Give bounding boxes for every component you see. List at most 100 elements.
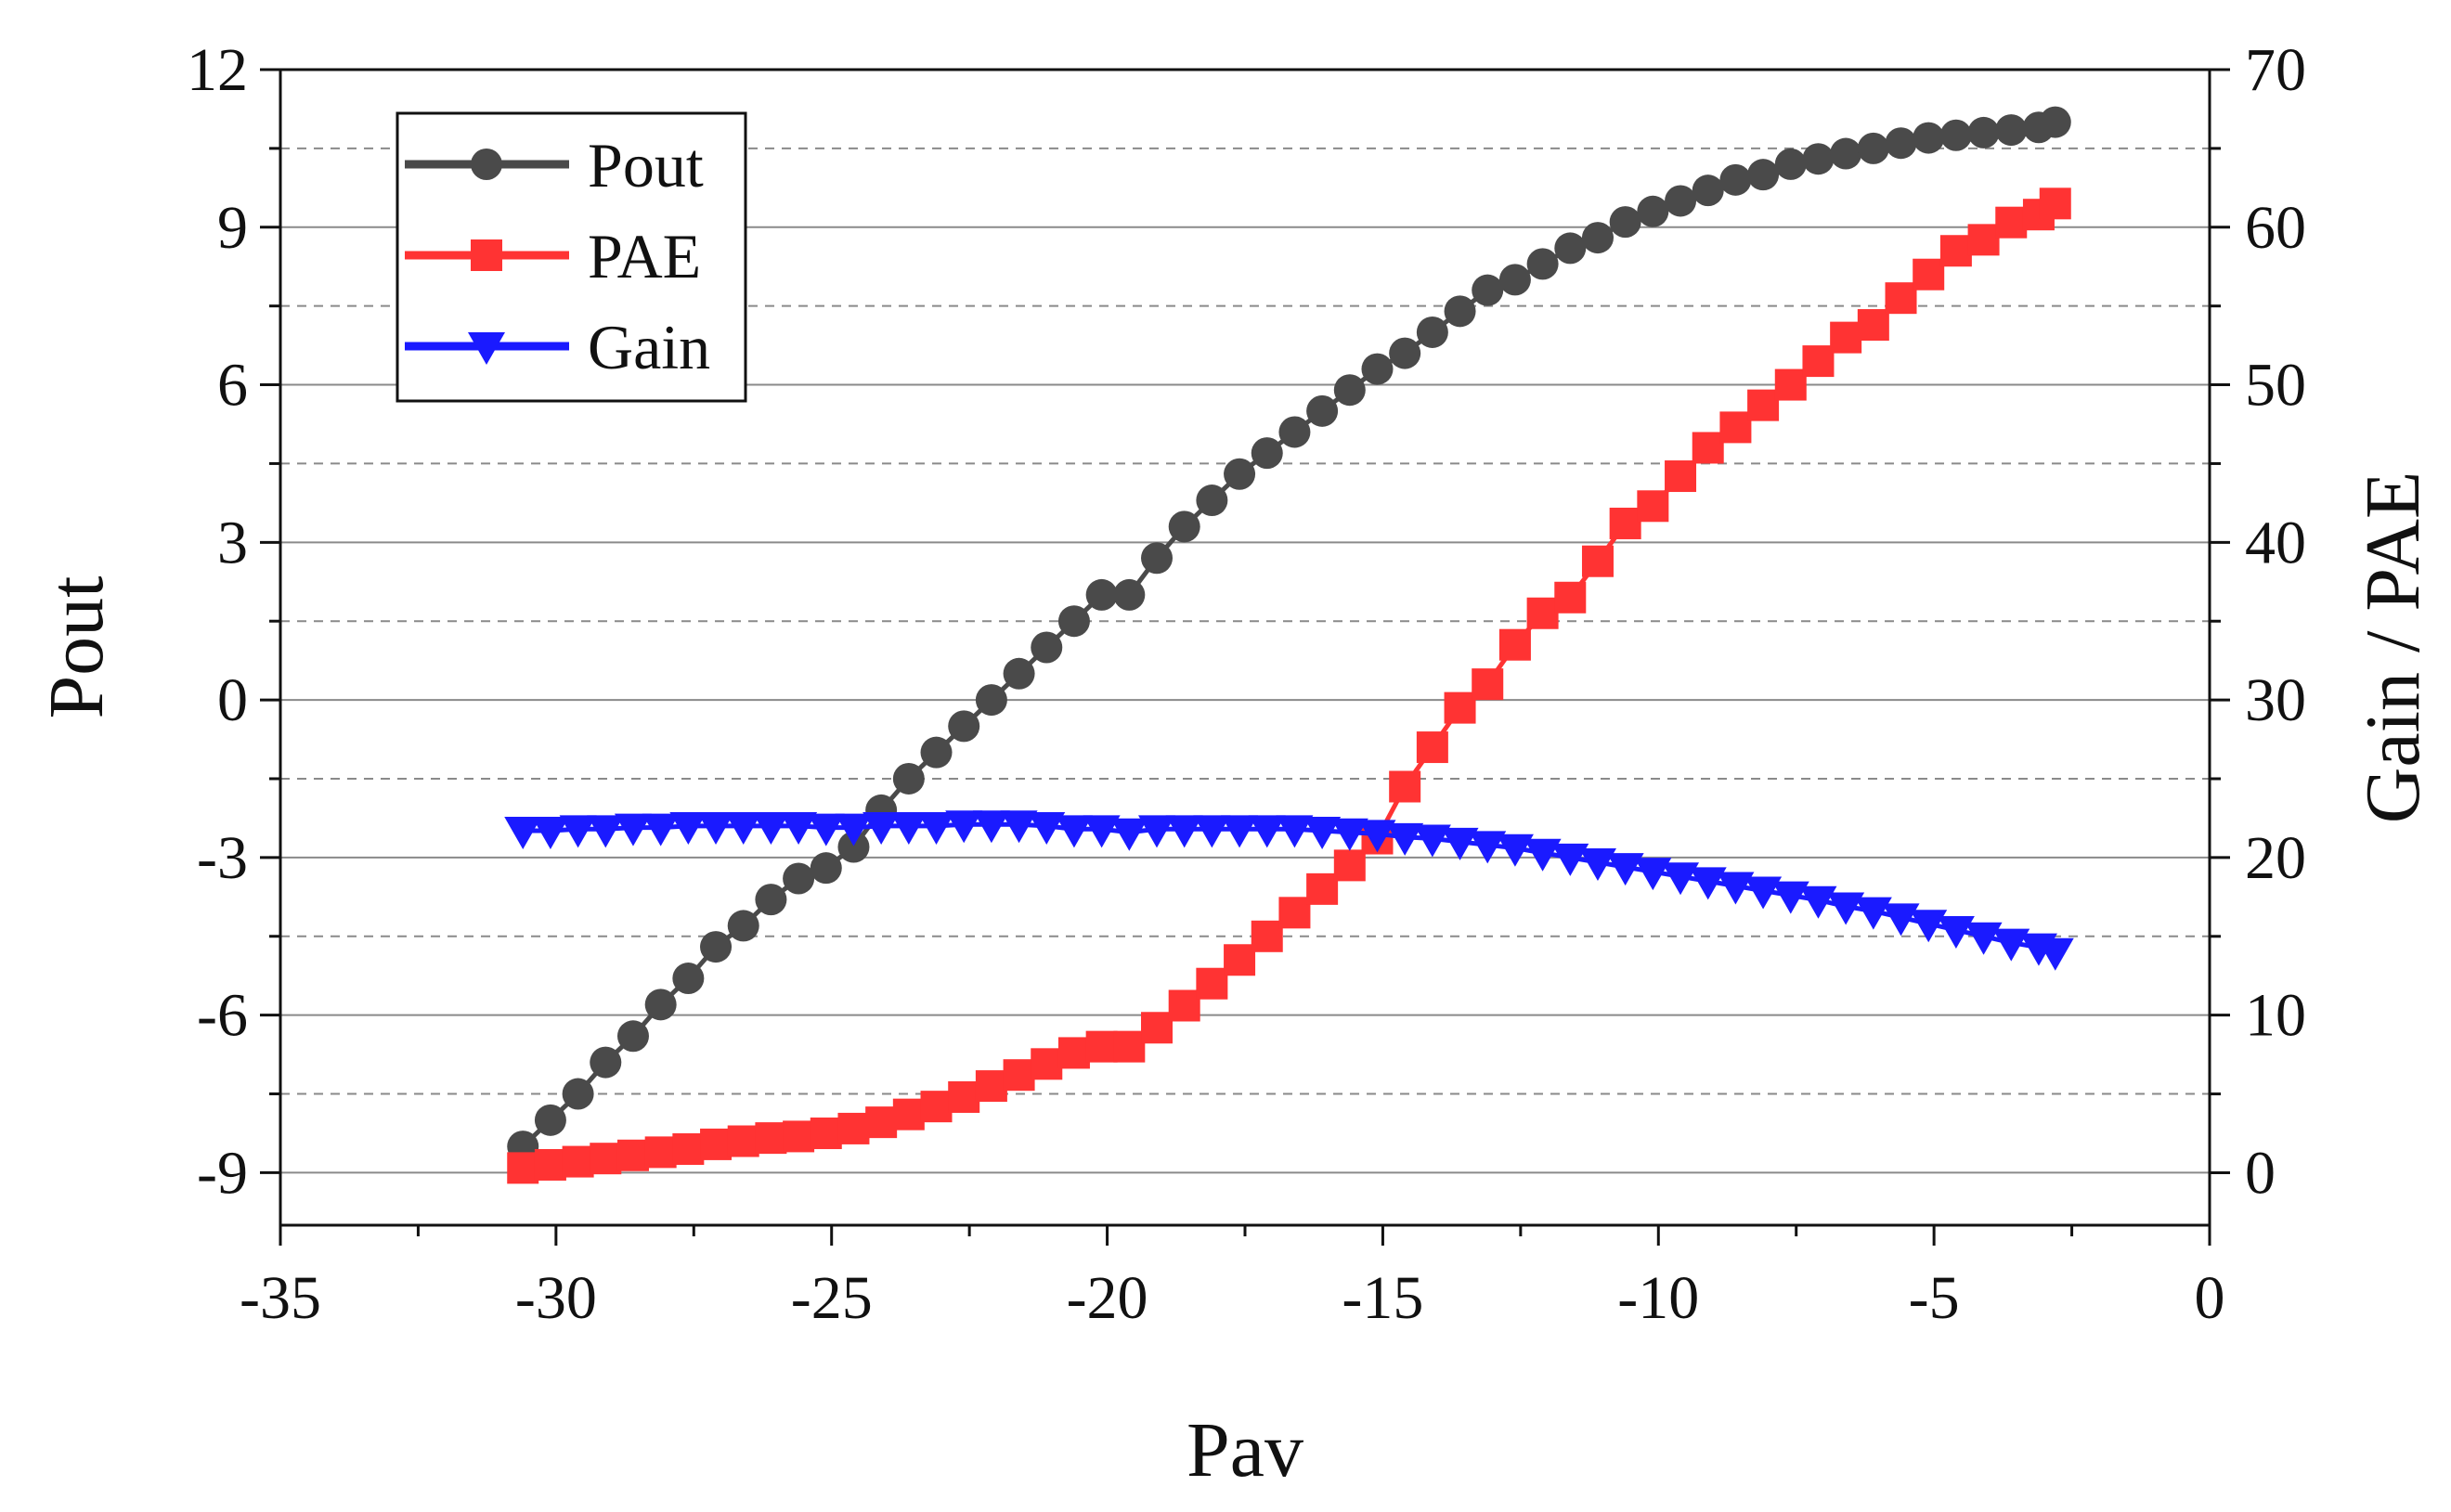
data-point-pae xyxy=(755,1122,787,1155)
data-point-pae xyxy=(534,1148,566,1181)
data-point-pout xyxy=(1913,122,1945,154)
series-layer xyxy=(504,106,2074,1184)
data-point-pae xyxy=(920,1091,953,1123)
data-point-pout xyxy=(616,1020,649,1053)
data-point-pae xyxy=(1526,597,1559,629)
data-point-pae xyxy=(810,1118,842,1150)
data-point-pae xyxy=(948,1080,980,1113)
data-point-gain xyxy=(669,811,707,845)
data-point-gain xyxy=(835,813,873,846)
x-tick-label: -20 xyxy=(1067,1264,1148,1332)
data-point-gain xyxy=(1717,872,1755,905)
legend-label-pout: Pout xyxy=(588,130,704,200)
data-point-gain xyxy=(1221,815,1259,848)
y-tick-label-left: 6 xyxy=(217,352,248,420)
data-point-pout xyxy=(1498,264,1531,296)
x-tick-label: 0 xyxy=(2195,1264,2225,1332)
legend-marker-gain xyxy=(468,332,505,365)
data-point-gain xyxy=(587,815,625,848)
x-tick-label: -35 xyxy=(240,1264,321,1332)
x-axis-title: Pav xyxy=(1187,1407,1303,1493)
data-point-pout xyxy=(700,931,733,963)
data-point-pout xyxy=(1665,185,1697,217)
data-point-pae xyxy=(616,1139,649,1171)
data-point-pout xyxy=(1333,374,1366,407)
legend: Pout PAE Gain xyxy=(396,111,747,403)
data-point-pout xyxy=(1003,657,1035,690)
data-point-gain xyxy=(1799,885,1837,919)
data-point-pae xyxy=(700,1128,733,1160)
data-point-pout xyxy=(1141,542,1174,575)
data-point-pae xyxy=(1389,770,1421,803)
axes-layer: -35 -30 -25 -20 -15 -10 -5 0-9-6-30369120102030… xyxy=(187,36,2306,1332)
y-tick-label-left: -6 xyxy=(197,982,248,1050)
data-point-pout xyxy=(755,884,787,916)
data-point-pae xyxy=(1057,1037,1090,1069)
data-point-pae xyxy=(1444,691,1476,724)
data-point-pout xyxy=(1802,143,1835,175)
data-point-pae xyxy=(1774,368,1807,401)
data-point-gain xyxy=(1524,838,1562,872)
data-point-pae xyxy=(1416,731,1448,764)
data-point-gain xyxy=(1358,820,1396,853)
data-point-pae xyxy=(1939,235,1972,267)
data-point-pout xyxy=(892,762,925,795)
data-point-gain xyxy=(917,811,955,845)
data-point-pout xyxy=(1774,148,1807,180)
data-point-pout xyxy=(1031,631,1063,664)
y-tick-label-right: 10 xyxy=(2245,982,2306,1050)
y-tick-label-right: 50 xyxy=(2245,352,2306,420)
data-point-gain xyxy=(1882,903,1920,937)
y-tick-label-right: 20 xyxy=(2245,824,2306,892)
data-point-pae xyxy=(1141,1012,1174,1044)
data-point-pout xyxy=(1995,114,2028,147)
data-point-gain xyxy=(1937,916,1975,950)
y-tick-label-left: 3 xyxy=(217,509,248,576)
y-tick-label-left: -3 xyxy=(197,824,248,892)
data-point-gain xyxy=(1441,827,1479,860)
data-point-pout xyxy=(1885,127,1917,160)
data-point-pae xyxy=(1168,989,1200,1022)
data-point-pout xyxy=(1196,485,1228,517)
data-point-gain xyxy=(1469,831,1507,864)
data-point-pout xyxy=(1637,195,1669,227)
data-point-pout xyxy=(644,989,677,1021)
y-axis-title-left: Pout xyxy=(33,575,120,718)
data-point-pae xyxy=(975,1070,1007,1103)
data-point-gain xyxy=(531,817,569,850)
data-point-pae xyxy=(1113,1030,1146,1063)
data-point-gain xyxy=(1413,824,1451,858)
y-tick-label-left: -9 xyxy=(197,1139,248,1207)
legend-marker-pout xyxy=(471,149,502,180)
data-point-pae xyxy=(1967,224,2000,256)
data-point-gain xyxy=(504,817,542,850)
y-tick-label-left: 0 xyxy=(217,666,248,734)
data-point-pae xyxy=(837,1112,870,1144)
data-point-pout xyxy=(1830,137,1862,170)
data-point-pae xyxy=(1031,1048,1063,1080)
data-point-gain xyxy=(807,813,845,846)
data-point-pae xyxy=(1995,206,2028,239)
data-point-gain xyxy=(1771,881,1809,914)
data-point-pae xyxy=(1802,345,1835,378)
data-point-pae xyxy=(1857,309,1889,342)
x-tick-label: -5 xyxy=(1909,1264,1960,1332)
data-point-pout xyxy=(1416,316,1448,348)
data-point-gain xyxy=(1992,928,2030,962)
data-point-pae xyxy=(1637,490,1669,523)
data-point-pout xyxy=(1224,458,1256,490)
data-point-pout xyxy=(1554,232,1587,265)
data-point-pout xyxy=(975,684,1007,717)
data-point-pae xyxy=(1498,628,1531,661)
data-point-gain xyxy=(1055,815,1093,848)
data-point-pout xyxy=(727,910,759,942)
data-point-pout xyxy=(783,862,815,895)
data-point-gain xyxy=(780,811,818,845)
x-tick-label: -10 xyxy=(1617,1264,1699,1332)
y-tick-label-right: 70 xyxy=(2245,36,2306,104)
data-point-pae xyxy=(1692,432,1724,464)
data-point-pout xyxy=(1251,437,1283,470)
x-tick-label: -30 xyxy=(515,1264,597,1332)
data-point-pout xyxy=(1747,159,1780,191)
data-point-gain xyxy=(724,811,762,845)
